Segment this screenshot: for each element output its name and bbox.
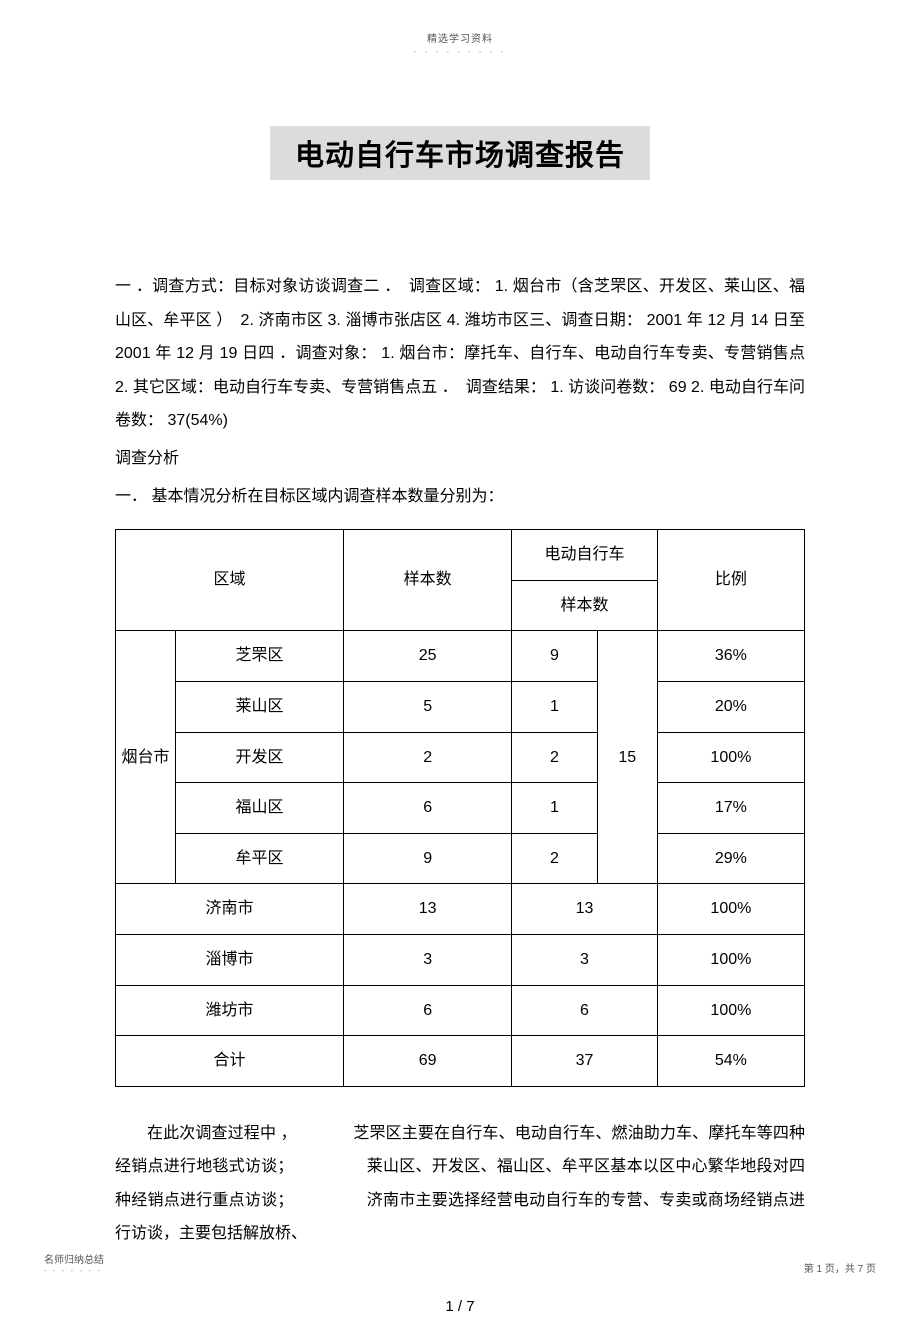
cell-sub: 芝罘区 bbox=[176, 631, 344, 682]
footer-right: 第 1 页，共 7 页 bbox=[804, 1260, 876, 1275]
cell-city: 淄博市 bbox=[116, 934, 344, 985]
header-small-text: 精选学习资料 bbox=[0, 0, 920, 45]
table-row: 福山区 6 1 17% bbox=[116, 783, 805, 834]
cell-ev: 2 bbox=[512, 833, 598, 884]
cell-ev: 9 bbox=[512, 631, 598, 682]
table-header-row: 区域 样本数 电动自行车 比例 bbox=[116, 530, 805, 581]
table-row: 莱山区 5 1 20% bbox=[116, 681, 805, 732]
cell-ratio: 20% bbox=[657, 681, 804, 732]
cell-samples: 6 bbox=[344, 783, 512, 834]
yantai-label: 烟台市 bbox=[116, 631, 176, 884]
table-row: 济南市 13 13 100% bbox=[116, 884, 805, 935]
cell-ratio: 29% bbox=[657, 833, 804, 884]
cell-samples: 3 bbox=[344, 934, 512, 985]
paragraph-1: 一 ．调查方式：目标对象访谈调查二 ． 调查区域： 1. 烟台市（含芝罘区、开发… bbox=[115, 270, 805, 438]
content-area: 一 ．调查方式：目标对象访谈调查二 ． 调查区域： 1. 烟台市（含芝罘区、开发… bbox=[115, 270, 805, 1323]
paragraph-3: 一． 基本情况分析在目标区域内调查样本数量分别为： bbox=[115, 480, 805, 514]
header-ratio: 比例 bbox=[657, 530, 804, 631]
cell-sub: 莱山区 bbox=[176, 681, 344, 732]
cell-sub: 开发区 bbox=[176, 732, 344, 783]
cell-ratio: 100% bbox=[657, 934, 804, 985]
cell-ev: 2 bbox=[512, 732, 598, 783]
cell-ev: 1 bbox=[512, 783, 598, 834]
cell-sub: 牟平区 bbox=[176, 833, 344, 884]
cell-ratio: 100% bbox=[657, 884, 804, 935]
cell-city: 济南市 bbox=[116, 884, 344, 935]
cell-samples: 2 bbox=[344, 732, 512, 783]
cell-samples: 6 bbox=[344, 985, 512, 1036]
cell-ratio: 17% bbox=[657, 783, 804, 834]
cell-total-label: 合计 bbox=[116, 1036, 344, 1087]
footer-left-text: 名师归纳总结 bbox=[44, 1251, 104, 1266]
table-row: 潍坊市 6 6 100% bbox=[116, 985, 805, 1036]
cell-city: 潍坊市 bbox=[116, 985, 344, 1036]
cell-ev: 6 bbox=[512, 985, 658, 1036]
paragraph-2: 调查分析 bbox=[115, 442, 805, 476]
cell-samples: 5 bbox=[344, 681, 512, 732]
cell-ev: 1 bbox=[512, 681, 598, 732]
table-row: 牟平区 9 2 29% bbox=[116, 833, 805, 884]
table-total-row: 合计 69 37 54% bbox=[116, 1036, 805, 1087]
cell-total-ev: 37 bbox=[512, 1036, 658, 1087]
header-samples: 样本数 bbox=[344, 530, 512, 631]
footer-left: 名师归纳总结 - - - - - - - bbox=[44, 1251, 104, 1275]
yantai-subtotal: 15 bbox=[597, 631, 657, 884]
cell-ratio: 36% bbox=[657, 631, 804, 682]
header-ev-line1: 电动自行车 bbox=[512, 530, 658, 581]
cell-sub: 福山区 bbox=[176, 783, 344, 834]
table-row: 烟台市 芝罘区 25 9 15 36% bbox=[116, 631, 805, 682]
footer-left-dots: - - - - - - - bbox=[44, 1266, 104, 1275]
page-title: 电动自行车市场调查报告 bbox=[270, 126, 650, 180]
table-row: 淄博市 3 3 100% bbox=[116, 934, 805, 985]
header-ev-line2: 样本数 bbox=[512, 580, 658, 631]
cell-samples: 13 bbox=[344, 884, 512, 935]
cell-ratio: 100% bbox=[657, 985, 804, 1036]
cell-samples: 9 bbox=[344, 833, 512, 884]
paragraph-4: 在此次调查过程中 ， 芝罘区主要在自行车、电动自行车、燃油助力车、摩托车等四种经… bbox=[115, 1117, 805, 1251]
cell-ev: 3 bbox=[512, 934, 658, 985]
cell-samples: 25 bbox=[344, 631, 512, 682]
cell-ratio: 100% bbox=[657, 732, 804, 783]
cell-total-samples: 69 bbox=[344, 1036, 512, 1087]
cell-ev: 13 bbox=[512, 884, 658, 935]
table-row: 开发区 2 2 100% bbox=[116, 732, 805, 783]
survey-table: 区域 样本数 电动自行车 比例 样本数 烟台市 芝罘区 25 9 15 36% … bbox=[115, 529, 805, 1087]
cell-total-ratio: 54% bbox=[657, 1036, 804, 1087]
page-number: 1 / 7 bbox=[115, 1291, 805, 1323]
header-region: 区域 bbox=[116, 530, 344, 631]
header-dots: - - - - - - - - - bbox=[0, 47, 920, 56]
